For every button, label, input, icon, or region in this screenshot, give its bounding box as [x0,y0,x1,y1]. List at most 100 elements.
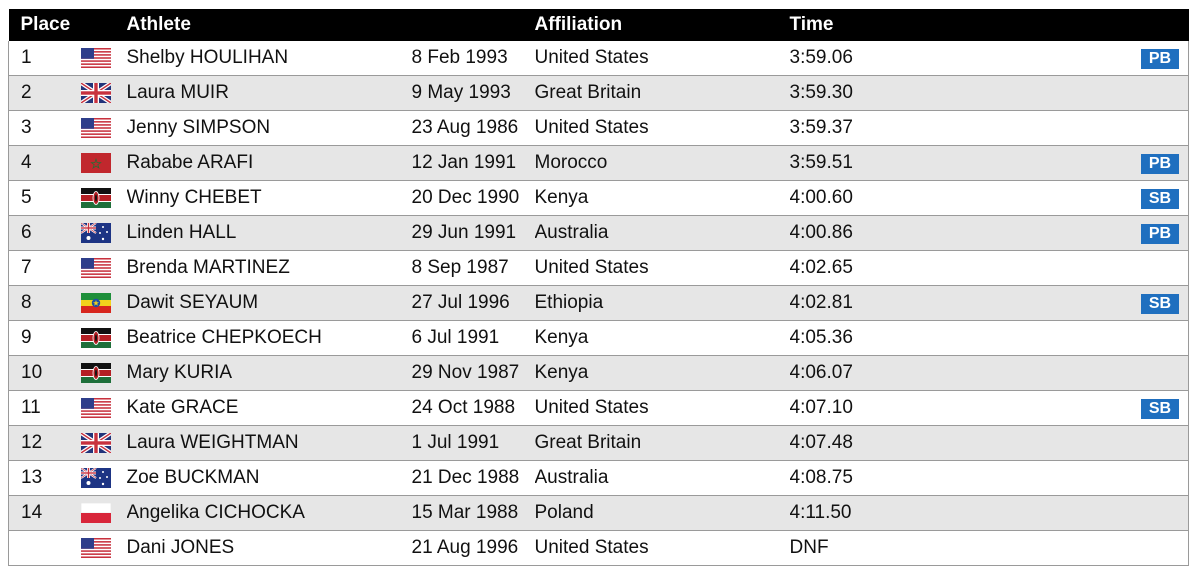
flag-column-header [80,9,127,41]
badge-cell [919,530,1189,566]
flag-cell [80,285,127,321]
dob-column-header [411,9,535,41]
athlete-cell: Laura WEIGHTMAN [126,425,412,461]
gbr-flag-icon [80,433,111,453]
dob-cell: 27 Jul 1996 [411,285,535,321]
flag-cell [80,530,127,566]
table-row: 14 Angelika CICHOCKA 15 Mar 1988 Poland 4:11… [8,495,1189,531]
table-row: 11 Kate GRACE 24 Oct 1988 United States 4:07… [8,390,1189,426]
dob-cell: 9 May 1993 [411,75,535,111]
dob-cell: 6 Jul 1991 [411,320,535,356]
time-cell: 4:07.48 [789,425,920,461]
dob-cell: 1 Jul 1991 [411,425,535,461]
ethiopia-flag-icon [80,293,111,313]
dob-cell: 29 Jun 1991 [411,215,535,251]
affiliation-cell: United States [534,390,790,426]
dob-cell: 29 Nov 1987 [411,355,535,391]
results-table: Place Athlete Affiliation Time 1 Shelby H… [8,9,1189,566]
affiliation-cell: United States [534,530,790,566]
affiliation-cell: Australia [534,215,790,251]
affiliation-cell: Great Britain [534,425,790,461]
table-row: Dani JONES 21 Aug 1996 United States DNF [8,530,1189,566]
badge-cell: PB [919,215,1189,251]
affiliation-column-header: Affiliation [534,9,790,41]
badge-cell: SB [919,180,1189,216]
athlete-cell: Shelby HOULIHAN [126,41,412,76]
table-row: 12 Laura WEIGHTMAN 1 Jul 1991 Great Britain… [8,425,1189,461]
badge-cell: SB [919,390,1189,426]
time-cell: 4:00.86 [789,215,920,251]
dob-cell: 8 Feb 1993 [411,41,535,76]
dob-cell: 23 Aug 1986 [411,110,535,146]
athlete-cell: Linden HALL [126,215,412,251]
badge-cell [919,75,1189,111]
athlete-cell: Kate GRACE [126,390,412,426]
flag-cell [80,250,127,286]
badge-cell [919,425,1189,461]
place-cell: 10 [8,355,81,391]
affiliation-cell: United States [534,41,790,76]
place-cell: 8 [8,285,81,321]
time-cell: 3:59.30 [789,75,920,111]
time-column-header: Time [789,9,920,41]
athlete-cell: Dawit SEYAUM [126,285,412,321]
table-row: 7 Brenda MARTINEZ 8 Sep 1987 United States 4… [8,250,1189,286]
morocco-flag-icon [80,153,111,173]
australia-flag-icon [80,223,111,243]
flag-cell [80,390,127,426]
gbr-flag-icon [80,83,111,103]
kenya-flag-icon [80,328,111,348]
affiliation-cell: Morocco [534,145,790,181]
place-cell: 11 [8,390,81,426]
athlete-cell: Angelika CICHOCKA [126,495,412,531]
badge-cell [919,495,1189,531]
time-cell: 4:05.36 [789,320,920,356]
place-cell: 12 [8,425,81,461]
usa-flag-icon [80,398,111,418]
record-badge: SB [1141,189,1179,209]
flag-cell [80,425,127,461]
time-cell: 4:02.81 [789,285,920,321]
table-row: 8 Dawit SEYAUM 27 Jul 1996 Ethiopia 4:02.81 S… [8,285,1189,321]
record-badge: PB [1141,49,1179,69]
flag-cell [80,41,127,76]
usa-flag-icon [80,538,111,558]
affiliation-cell: Australia [534,460,790,496]
athlete-cell: Laura MUIR [126,75,412,111]
poland-flag-icon [80,503,111,523]
badge-cell: PB [919,145,1189,181]
flag-cell [80,145,127,181]
table-row: 2 Laura MUIR 9 May 1993 Great Britain 3:59.3… [8,75,1189,111]
time-cell: 4:02.65 [789,250,920,286]
flag-cell [80,320,127,356]
place-cell: 4 [8,145,81,181]
affiliation-cell: Poland [534,495,790,531]
table-row: 5 Winny CHEBET 20 Dec 1990 Kenya 4:00.60 SB [8,180,1189,216]
record-badge: SB [1141,399,1179,419]
flag-cell [80,355,127,391]
dob-cell: 21 Aug 1996 [411,530,535,566]
athlete-cell: Zoe BUCKMAN [126,460,412,496]
athlete-cell: Beatrice CHEPKOECH [126,320,412,356]
time-cell: 3:59.51 [789,145,920,181]
place-column-header: Place [8,9,81,41]
time-cell: 3:59.06 [789,41,920,76]
place-cell: 7 [8,250,81,286]
athlete-cell: Jenny SIMPSON [126,110,412,146]
place-cell: 2 [8,75,81,111]
kenya-flag-icon [80,188,111,208]
place-cell: 9 [8,320,81,356]
flag-cell [80,75,127,111]
flag-cell [80,180,127,216]
affiliation-cell: Kenya [534,180,790,216]
dob-cell: 15 Mar 1988 [411,495,535,531]
badge-cell: SB [919,285,1189,321]
affiliation-cell: United States [534,250,790,286]
time-cell: 3:59.37 [789,110,920,146]
athlete-cell: Dani JONES [126,530,412,566]
time-cell: 4:07.10 [789,390,920,426]
dob-cell: 24 Oct 1988 [411,390,535,426]
table-row: 6 Linden HALL 29 Jun 1991 Australia 4:00.86 P… [8,215,1189,251]
table-row: 4 Rababe ARAFI 12 Jan 1991 Morocco 3:59.51 PB [8,145,1189,181]
affiliation-cell: United States [534,110,790,146]
